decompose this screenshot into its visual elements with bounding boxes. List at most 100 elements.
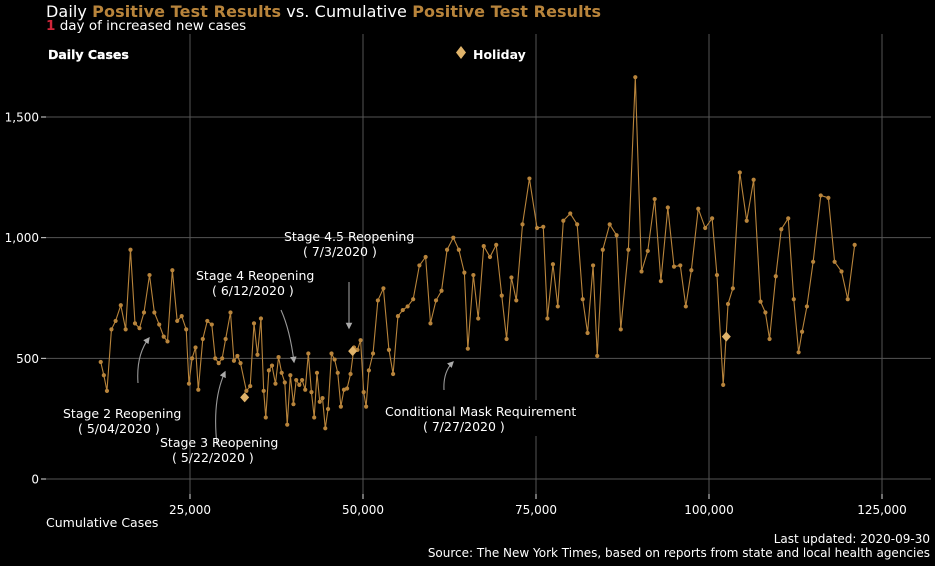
annotation-stage45-line2: ( 7/3/2020 )	[303, 244, 377, 259]
data-point	[456, 247, 461, 252]
data-point	[332, 357, 337, 362]
annotation-stage2-line2: ( 5/04/2020 )	[78, 421, 160, 436]
data-point	[209, 322, 214, 327]
data-point	[580, 297, 585, 302]
data-point	[228, 310, 233, 315]
data-point	[481, 244, 486, 249]
data-point	[471, 272, 476, 278]
data-point	[386, 347, 392, 352]
data-point	[779, 227, 784, 232]
data-point	[101, 373, 106, 378]
data-point	[147, 272, 152, 278]
data-point	[291, 402, 296, 407]
x-tick-label: 75,000	[515, 503, 557, 517]
chart-title: Daily Positive Test Results vs. Cumulati…	[46, 2, 601, 21]
data-point	[288, 373, 293, 378]
data-point	[186, 381, 192, 386]
annotation-arrow-2	[280, 309, 297, 364]
data-point	[683, 304, 688, 309]
data-point	[721, 382, 726, 387]
annotation-stage3-line2: ( 5/22/2020 )	[172, 450, 254, 465]
data-point	[568, 211, 573, 216]
data-point	[276, 355, 281, 360]
data-point	[323, 426, 328, 431]
data-point	[550, 262, 556, 267]
data-point	[303, 387, 308, 392]
data-point	[773, 274, 778, 279]
data-point	[165, 339, 170, 344]
annotation-stage2: Stage 2 Reopening ( 5/04/2020 )	[63, 406, 181, 436]
data-point	[839, 269, 844, 274]
data-point	[417, 263, 422, 268]
data-point	[213, 356, 218, 361]
data-point	[266, 368, 271, 373]
data-point	[325, 406, 331, 412]
data-point	[231, 358, 237, 363]
annotation-stage4-line2: ( 6/12/2020 )	[212, 283, 294, 298]
data-point	[689, 268, 694, 273]
data-point	[444, 247, 450, 252]
data-point	[826, 195, 831, 200]
title-highlight-2: Positive Test Results	[412, 2, 602, 21]
x-axis-title: Cumulative Cases	[46, 515, 159, 530]
x-tick-label: 25,000	[169, 503, 211, 517]
data-point	[811, 259, 816, 264]
data-point	[504, 336, 509, 342]
legend: Daily Cases Holiday	[48, 46, 526, 62]
data-point	[285, 422, 290, 427]
y-tick-label: 1,000	[5, 231, 39, 245]
data-point	[338, 404, 343, 409]
y-tick-label: 1,500	[5, 111, 39, 125]
data-point	[520, 222, 525, 227]
legend-daily-cases: Daily Cases	[48, 47, 129, 62]
annotation-stage3-line1: Stage 3 Reopening	[160, 435, 279, 450]
axis-labels: 0 500 1,000 1,500 25,000 50,000 75,000 100,000 1…	[5, 111, 907, 518]
data-point	[614, 233, 619, 238]
data-point	[696, 206, 701, 211]
subtitle-count: 1	[46, 18, 56, 34]
annotation-arrow-0	[137, 336, 150, 384]
data-point	[184, 327, 189, 332]
data-point	[317, 399, 322, 404]
data-point	[714, 272, 720, 278]
data-point	[845, 297, 850, 302]
legend-holiday-diamond-icon	[456, 46, 466, 59]
data-point	[751, 177, 756, 182]
data-point	[626, 247, 631, 252]
data-point	[329, 351, 334, 356]
data-point	[170, 268, 175, 273]
data-point	[607, 222, 612, 227]
annotation-mask-line2: ( 7/27/2020 )	[423, 419, 505, 434]
data-point	[137, 326, 142, 331]
data-point	[244, 388, 249, 394]
data-point	[306, 351, 311, 356]
data-point	[462, 270, 467, 275]
data-point	[161, 334, 166, 339]
title-highlight-1: Positive Test Results	[92, 2, 282, 21]
data-point	[665, 205, 670, 210]
data-point	[358, 338, 363, 343]
source-note: Source: The New York Times, based on rep…	[427, 546, 930, 560]
data-point	[113, 318, 118, 324]
data-point	[652, 196, 657, 202]
data-point	[590, 263, 596, 268]
data-point	[282, 380, 287, 385]
subtitle-text: day of increased new cases	[59, 18, 247, 34]
data-point	[175, 318, 180, 324]
data-point	[263, 415, 268, 420]
title-mid: vs. Cumulative	[286, 2, 407, 21]
data-point	[411, 297, 416, 302]
x-tick-label: 50,000	[342, 503, 384, 517]
data-point	[541, 224, 546, 229]
data-point	[658, 279, 664, 284]
annotation-arrows	[137, 282, 590, 446]
x-tick-label: 125,000	[857, 503, 907, 517]
data-point	[737, 170, 742, 175]
data-point	[710, 216, 715, 221]
data-point	[132, 321, 138, 326]
x-tick-label: 100,000	[684, 503, 734, 517]
data-point	[799, 329, 805, 334]
data-point	[545, 316, 550, 321]
data-point	[433, 298, 439, 303]
data-point	[273, 381, 278, 386]
